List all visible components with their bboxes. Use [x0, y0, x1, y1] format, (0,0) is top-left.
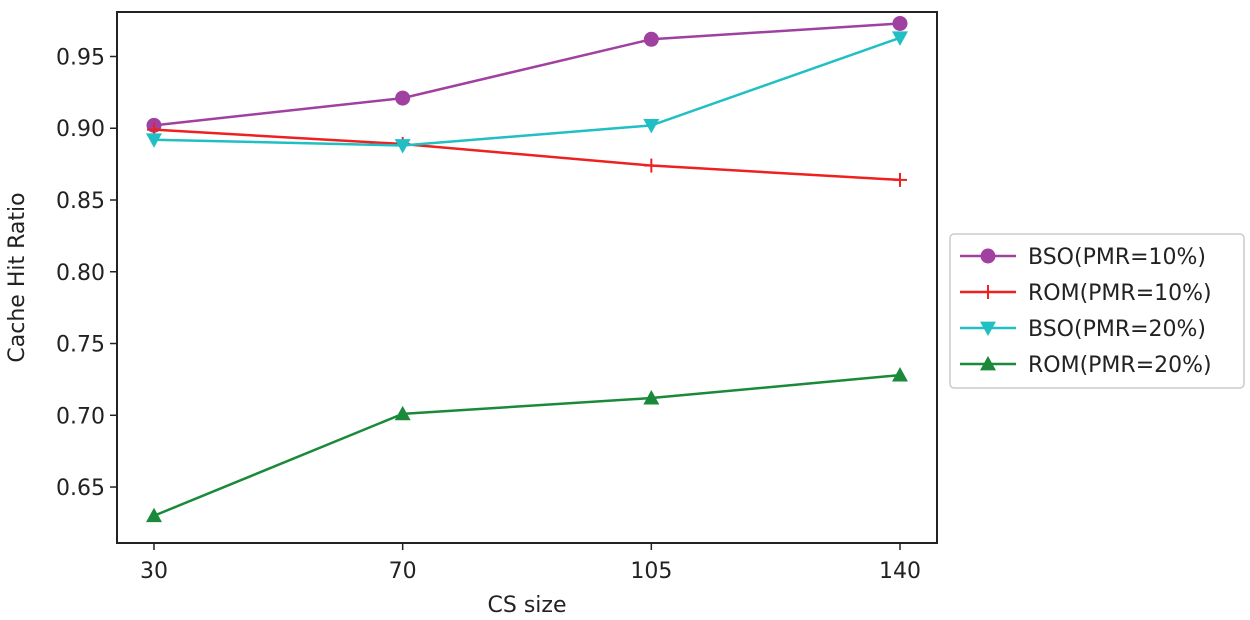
legend-marker: [980, 356, 996, 371]
y-tick-label: 0.95: [56, 45, 105, 70]
legend-marker: [980, 321, 996, 336]
data-point: [643, 390, 660, 405]
y-tick-label: 0.70: [56, 404, 105, 429]
x-tick-label: 140: [879, 559, 921, 584]
series-line: [153, 128, 901, 182]
data-point: [394, 139, 411, 154]
legend-marker: [980, 248, 996, 264]
data-point: [892, 31, 908, 46]
legend-entry: BSO(PMR=20%): [960, 317, 1206, 342]
data-point: [893, 172, 907, 187]
y-tick-label: 0.90: [56, 117, 105, 142]
series-layer: [146, 15, 908, 523]
legend-entry: ROM(PMR=10%): [960, 281, 1212, 306]
series-line: [153, 36, 901, 147]
data-point: [643, 118, 660, 134]
data-point: [146, 507, 162, 523]
x-tick-label: 105: [630, 559, 672, 584]
data-point: [643, 31, 659, 47]
legend-label: ROM(PMR=20%): [1028, 353, 1212, 378]
series-3: [146, 367, 908, 523]
y-tick-label: 0.65: [56, 476, 105, 501]
data-point: [892, 367, 908, 382]
axes: 30 70 105 140 0.65 0.70 0.75 0.80 0.85 0.90 0.95: [56, 11, 938, 584]
legend-label: ROM(PMR=10%): [1028, 281, 1212, 306]
legend: BSO(PMR=10%) ROM(PMR=10%) BSO(PMR=20%) ROM(…: [949, 233, 1245, 389]
y-tick-label: 0.80: [56, 261, 105, 286]
legend-marker: [981, 285, 995, 299]
series-1: [147, 122, 907, 187]
y-tick-label: 0.85: [56, 189, 105, 214]
x-tick-label: 70: [389, 559, 417, 584]
legend-box: [949, 233, 1245, 389]
data-point: [146, 133, 162, 148]
legend-label: BSO(PMR=20%): [1028, 317, 1206, 342]
x-tick-label: 30: [140, 559, 168, 584]
y-tick-label: 0.75: [56, 333, 105, 358]
legend-label: BSO(PMR=10%): [1028, 245, 1206, 270]
legend-entry: BSO(PMR=10%): [960, 245, 1206, 270]
series-line: [153, 373, 901, 517]
series-line: [153, 22, 901, 127]
data-point: [395, 90, 411, 106]
data-point: [892, 15, 908, 31]
x-axis-label: CS size: [488, 593, 567, 618]
y-axis-label: Cache Hit Ratio: [5, 192, 30, 362]
series-2: [146, 31, 908, 154]
data-point: [644, 158, 659, 173]
data-point: [394, 405, 411, 421]
legend-entry: ROM(PMR=20%): [960, 353, 1212, 378]
plot-frame: [116, 11, 938, 544]
